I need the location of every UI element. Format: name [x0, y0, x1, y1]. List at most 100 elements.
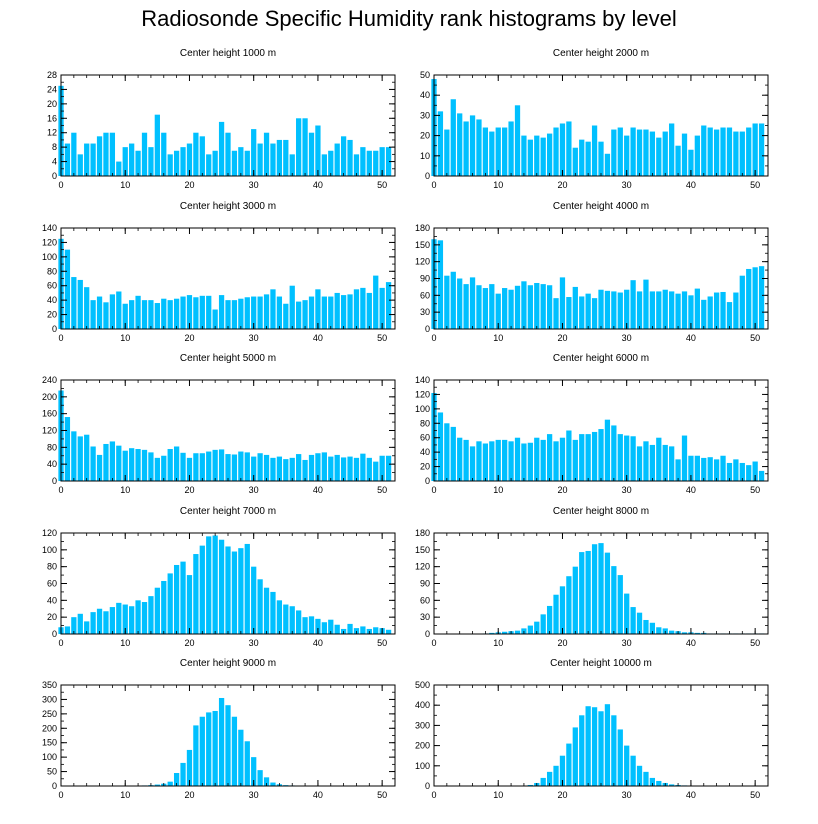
histogram-bar — [199, 136, 205, 176]
histogram-bar — [630, 436, 636, 481]
histogram-bar — [669, 291, 675, 329]
histogram-bar — [379, 147, 385, 176]
histogram-bar — [84, 143, 90, 176]
x-tick-label: 50 — [377, 485, 387, 495]
histogram-bar — [373, 627, 379, 634]
x-tick-label: 50 — [750, 180, 760, 190]
histogram-bar — [656, 437, 662, 481]
histogram-bar — [161, 132, 167, 176]
histogram-bar — [611, 291, 617, 329]
histogram-bar — [186, 575, 193, 634]
y-tick-label: 0 — [52, 171, 57, 181]
histogram-bar — [135, 600, 141, 634]
histogram-bar — [669, 446, 675, 481]
histogram-bar — [193, 297, 199, 329]
x-tick-label: 10 — [120, 333, 130, 343]
histogram-panel-7: Center height 7000 m 0 10 20 30 40 50 0 20 40 60 80… — [42, 506, 396, 648]
histogram-bar — [225, 132, 231, 176]
histogram-bar — [276, 456, 283, 481]
histogram-bar — [276, 296, 283, 329]
histogram-bar — [308, 296, 315, 329]
histogram-bar — [173, 150, 180, 176]
histogram-bar — [270, 143, 276, 176]
histogram-bar — [308, 454, 315, 481]
histogram-bar — [694, 632, 700, 634]
y-tick-label: 30 — [420, 612, 430, 622]
histogram-bar — [283, 459, 289, 481]
histogram-bar — [328, 619, 334, 634]
histogram-bar — [598, 711, 604, 786]
histogram-bar — [308, 616, 315, 634]
histogram-bar — [206, 295, 212, 329]
histogram-bar — [707, 457, 713, 481]
x-tick-label: 10 — [493, 790, 503, 800]
histogram-bar — [334, 292, 340, 329]
x-tick-label: 40 — [313, 180, 323, 190]
histogram-bar — [636, 765, 643, 786]
histogram-bar — [385, 455, 392, 481]
histogram-bar — [231, 551, 238, 634]
x-tick-label: 40 — [686, 333, 696, 343]
histogram-bar — [212, 309, 218, 329]
histogram-bar — [624, 745, 630, 786]
y-tick-label: 50 — [420, 70, 430, 80]
histogram-bar — [598, 141, 604, 176]
histogram-bar — [340, 457, 347, 481]
x-tick-label: 20 — [184, 333, 194, 343]
y-tick-label: 120 — [415, 257, 430, 267]
histogram-bar — [109, 607, 116, 634]
x-tick-label: 20 — [184, 790, 194, 800]
histogram-bar — [630, 755, 636, 786]
y-tick-label: 4 — [52, 157, 57, 167]
histogram-bar — [739, 275, 745, 329]
histogram-bar — [566, 743, 572, 786]
histogram-bar — [231, 716, 238, 786]
histogram-bar — [103, 611, 109, 634]
x-tick-label: 20 — [184, 180, 194, 190]
histogram-bar — [656, 137, 662, 176]
histogram-bar — [701, 125, 707, 176]
histogram-bar — [489, 441, 495, 481]
histogram-bar — [379, 287, 385, 329]
histogram-bar — [135, 449, 141, 481]
histogram-bar — [103, 302, 109, 329]
histogram-bar — [656, 627, 662, 634]
histogram-bar — [604, 290, 611, 329]
histogram-bar — [373, 275, 379, 329]
y-tick-label: 140 — [42, 223, 57, 233]
histogram-bar — [463, 121, 469, 176]
histogram-bar — [598, 429, 604, 481]
histogram-bar — [482, 443, 489, 481]
x-tick-label: 0 — [58, 333, 63, 343]
histogram-bar — [611, 715, 617, 786]
histogram-bar — [64, 143, 71, 176]
histogram-bar — [546, 771, 553, 786]
histogram-bar — [669, 123, 675, 176]
histogram-bar — [502, 439, 508, 481]
histogram-bar — [437, 240, 444, 329]
histogram-bar — [71, 277, 77, 329]
histogram-bar — [302, 118, 308, 176]
histogram-bar — [366, 292, 372, 329]
x-tick-label: 0 — [58, 180, 63, 190]
histogram-bar — [444, 423, 450, 481]
histogram-bar — [373, 461, 379, 481]
histogram-bar — [688, 295, 694, 329]
y-tick-label: 120 — [42, 528, 57, 538]
x-tick-label: 10 — [493, 485, 503, 495]
histogram-bar — [334, 143, 340, 176]
histogram-bar — [90, 446, 96, 481]
histogram-bar — [636, 612, 643, 634]
x-tick-label: 0 — [431, 638, 436, 648]
histogram-bar — [180, 296, 186, 329]
histogram-bar — [559, 277, 566, 329]
x-tick-label: 50 — [377, 180, 387, 190]
y-tick-label: 60 — [47, 281, 57, 291]
histogram-bar — [180, 762, 186, 786]
histogram-bar — [328, 456, 334, 481]
histogram-bar — [257, 770, 263, 786]
histogram-bar — [289, 285, 295, 329]
x-tick-label: 30 — [622, 790, 632, 800]
histogram-bar — [180, 147, 186, 176]
figure-title: Radiosonde Specific Humidity rank histog… — [141, 6, 677, 31]
